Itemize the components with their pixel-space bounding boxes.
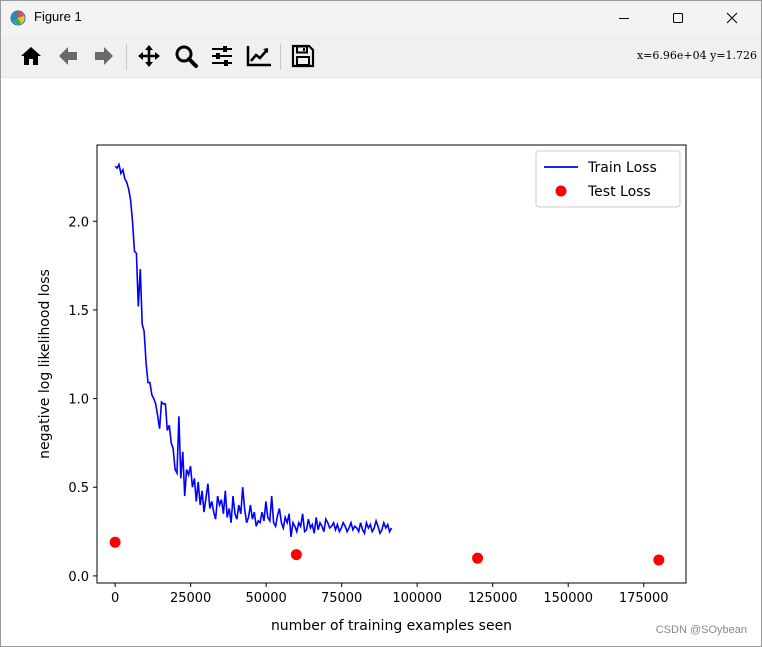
cursor-coordinates: x=6.96e+04 y=1.726 xyxy=(636,49,757,62)
minimize-icon xyxy=(619,18,629,19)
legend-box xyxy=(535,150,681,208)
test-loss-point xyxy=(109,536,121,548)
x-tick-label: 75000 xyxy=(321,591,362,606)
x-tick-label: 50000 xyxy=(245,591,286,606)
move-icon xyxy=(138,45,160,67)
x-tick-label: 125000 xyxy=(468,591,518,606)
sliders-icon xyxy=(212,46,232,66)
x-tick-label: 175000 xyxy=(619,591,669,606)
x-tick-label: 0 xyxy=(111,591,119,606)
zoom-button[interactable] xyxy=(170,40,202,72)
y-tick-label: 0.5 xyxy=(68,481,89,496)
close-icon xyxy=(726,12,738,24)
window-title: Figure 1 xyxy=(34,9,82,24)
navigation-toolbar: x=6.96e+04 y=1.726 xyxy=(1,35,761,78)
legend-test-swatch xyxy=(555,185,567,197)
forward-button[interactable] xyxy=(88,40,120,72)
save-button[interactable] xyxy=(287,40,319,72)
loss-chart: 0 25000 50000 75000 100000 125000 150000 175000… xyxy=(37,144,687,634)
legend-test-label: Test Loss xyxy=(587,184,651,200)
configure-subplots-button[interactable] xyxy=(206,40,238,72)
x-tick-label: 100000 xyxy=(392,591,442,606)
minimize-button[interactable] xyxy=(601,1,647,35)
title-bar[interactable]: Figure 1 xyxy=(1,1,761,35)
home-icon xyxy=(21,47,41,65)
app-icon xyxy=(10,10,26,26)
home-button[interactable] xyxy=(15,40,47,72)
arrow-right-icon xyxy=(95,47,113,65)
close-button[interactable] xyxy=(709,1,755,35)
pan-button[interactable] xyxy=(133,40,165,72)
maximize-icon xyxy=(673,13,683,23)
maximize-button[interactable] xyxy=(655,1,701,35)
train-loss-line xyxy=(114,162,393,538)
zoom-icon xyxy=(175,45,198,68)
x-tick-label: 25000 xyxy=(170,591,211,606)
back-button[interactable] xyxy=(52,40,84,72)
axes-frame xyxy=(96,144,687,584)
save-icon xyxy=(291,44,315,68)
y-tick-label: 0.0 xyxy=(68,570,89,585)
y-tick-label: 1.5 xyxy=(68,304,89,319)
toolbar-separator xyxy=(280,44,281,70)
figure-canvas[interactable]: 0 25000 50000 75000 100000 125000 150000 175000… xyxy=(1,78,761,646)
watermark-text: CSDN @SOybean xyxy=(655,624,747,636)
test-loss-point xyxy=(290,549,302,561)
edit-axis-button[interactable] xyxy=(243,40,275,72)
toolbar-separator xyxy=(126,44,127,70)
line-chart-icon xyxy=(246,46,271,67)
x-tick-label: 150000 xyxy=(543,591,593,606)
y-tick-label: 1.0 xyxy=(68,393,89,408)
legend-train-label: Train Loss xyxy=(587,160,657,176)
arrow-left-icon xyxy=(59,47,77,65)
y-tick-label: 2.0 xyxy=(68,215,89,230)
test-loss-point xyxy=(472,552,484,564)
y-axis-label: negative log likelihood loss xyxy=(37,269,53,459)
x-axis-label: number of training examples seen xyxy=(271,618,512,634)
test-loss-point xyxy=(653,554,665,566)
